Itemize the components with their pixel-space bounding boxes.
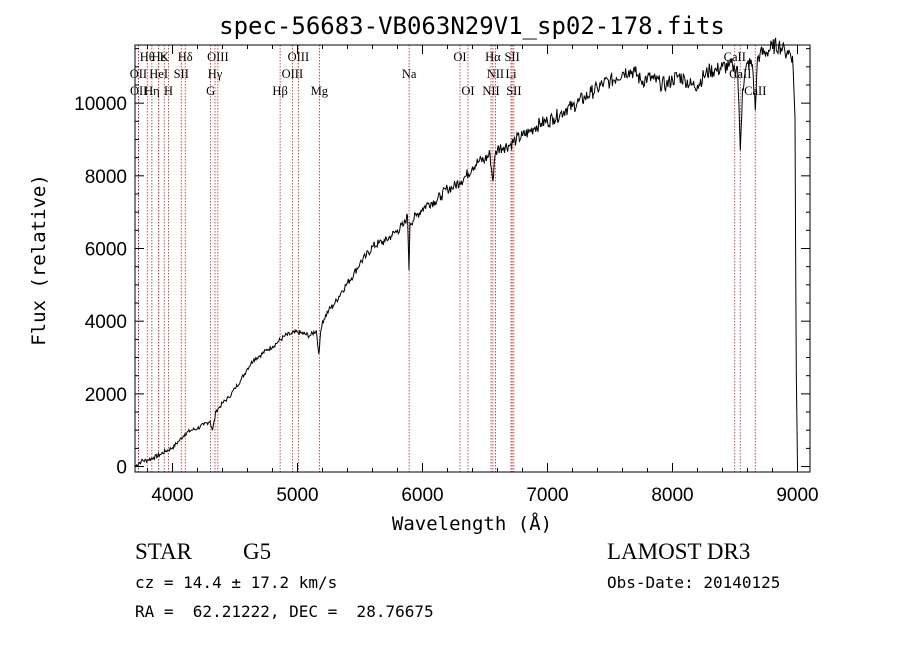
spectral-line-label: CaII: [744, 84, 766, 98]
survey-name: LAMOST DR3: [607, 539, 751, 564]
y-axis-label: Flux (relative): [28, 174, 50, 346]
spectral-line-label: OIII: [288, 50, 310, 64]
spectrum-line: [134, 37, 798, 468]
spectral-line-label: G: [206, 84, 215, 98]
spectral-line-label: NII: [482, 84, 499, 98]
chart-title: spec-56683-VB063N29V1_sp02-178.fits: [219, 12, 725, 40]
x-axis-ticks: 4000 5000 6000 7000 8000 9000: [147, 45, 819, 506]
y-tick-label: 6000: [85, 240, 127, 261]
spectral-line-label: CaII: [724, 50, 746, 64]
x-tick-label: 9000: [776, 485, 818, 506]
observation-date: Obs-Date: 20140125: [607, 573, 781, 592]
spectral-line-label: H: [164, 84, 173, 98]
redshift-cz: cz = 14.4 ± 17.2 km/s: [135, 573, 338, 592]
coordinates: RA = 62.21222, DEC = 28.76675: [135, 602, 434, 621]
spectral-line-label: CaII: [729, 67, 751, 81]
spectral-line-label: OI: [461, 84, 474, 98]
spectral-line-label: Na: [402, 67, 417, 81]
plot-frame: [134, 44, 811, 473]
spectral-line-label: Hθ: [140, 50, 155, 64]
spectral-line-label: Hδ: [178, 50, 193, 64]
spectral-line-label: Hε: [152, 50, 166, 64]
x-tick-label: 6000: [401, 485, 443, 506]
spectral-line-markers: [137, 45, 756, 472]
spectral-line-label: NII: [487, 67, 504, 81]
y-tick-label: 8000: [85, 167, 127, 188]
spectral-line-label: HeI: [149, 67, 168, 81]
y-tick-label: 10000: [74, 94, 127, 115]
x-tick-label: 4000: [151, 485, 193, 506]
spectral-line-label: OIII: [207, 50, 229, 64]
spectral-line-label: OII: [130, 84, 147, 98]
spectral-line-label: SII: [504, 50, 519, 64]
x-axis-label: Wavelength (Å): [392, 512, 552, 535]
y-axis-ticks: 0 2000 4000 6000 8000 10000: [74, 48, 810, 479]
x-tick-label: 7000: [526, 485, 568, 506]
object-class: STAR: [135, 539, 192, 564]
spectral-line-label: OII: [130, 67, 147, 81]
y-tick-label: 2000: [85, 385, 127, 406]
object-subclass: G5: [243, 539, 272, 564]
spectral-line-label: Hα: [485, 50, 501, 64]
spectral-line-label: Mg: [311, 84, 329, 98]
spectral-line-label: Hβ: [272, 84, 287, 98]
spectral-line-label: OI: [453, 50, 466, 64]
spectral-line-label: K: [160, 50, 169, 64]
spectral-line-label: Li: [505, 67, 517, 81]
y-tick-label: 0: [116, 458, 127, 479]
spectral-line-label: SII: [506, 84, 521, 98]
spectral-line-label: SII: [174, 67, 189, 81]
x-tick-label: 5000: [276, 485, 318, 506]
x-tick-label: 8000: [651, 485, 693, 506]
spectral-line-label: Hγ: [208, 67, 223, 81]
spectral-line-label: OIII: [282, 67, 304, 81]
spectral-line-label: Hη: [144, 84, 160, 98]
y-tick-label: 4000: [85, 312, 127, 333]
